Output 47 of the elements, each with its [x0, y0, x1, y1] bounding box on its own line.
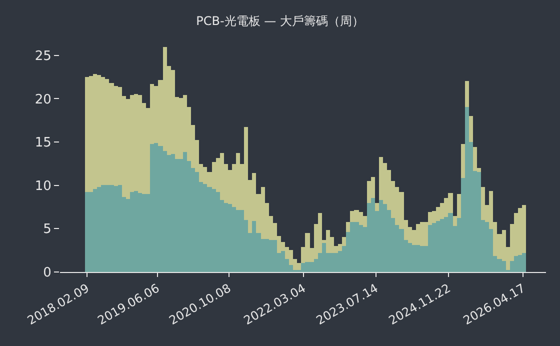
- bar: [399, 229, 404, 272]
- bar: [465, 107, 469, 272]
- bar: [297, 263, 301, 270]
- bar: [109, 185, 114, 272]
- bar: [448, 193, 453, 213]
- bar: [363, 216, 367, 227]
- bar: [461, 144, 465, 178]
- bar: [305, 262, 310, 272]
- y-tick-label: 15: [34, 136, 52, 151]
- y-tick-label: 20: [34, 92, 52, 108]
- bar: [514, 256, 518, 272]
- bar: [465, 81, 469, 107]
- bar: [436, 207, 440, 221]
- bar: [497, 259, 502, 272]
- y-tick-label: 0: [43, 266, 52, 281]
- bar: [150, 144, 154, 272]
- bar: [273, 240, 277, 272]
- bar: [448, 213, 453, 272]
- bar: [473, 147, 477, 171]
- bar: [281, 251, 285, 272]
- bar: [220, 153, 224, 200]
- bar: [109, 83, 114, 185]
- bar: [379, 157, 383, 200]
- bar: [432, 211, 436, 223]
- bar: [477, 172, 481, 272]
- bar: [326, 230, 330, 253]
- bar: [346, 222, 350, 232]
- y-tick-label: 10: [34, 178, 52, 194]
- bar: [207, 187, 212, 272]
- bar: [469, 116, 473, 142]
- chart-title: PCB-光電板 — 大戶籌碼（周）: [196, 14, 364, 28]
- bar: [367, 181, 371, 203]
- bar: [416, 224, 420, 245]
- bar: [481, 187, 485, 220]
- bar: [522, 253, 526, 272]
- bar: [85, 192, 89, 272]
- y-tick-label: 5: [43, 222, 52, 238]
- bar: [85, 77, 89, 192]
- bar: [158, 146, 163, 272]
- bar: [375, 203, 379, 211]
- bar: [322, 243, 326, 272]
- bar: [522, 205, 526, 253]
- bar: [428, 225, 432, 272]
- bar: [354, 222, 359, 272]
- bar: [354, 210, 359, 222]
- y-tick-label: 25: [34, 48, 52, 64]
- bar: [305, 233, 310, 262]
